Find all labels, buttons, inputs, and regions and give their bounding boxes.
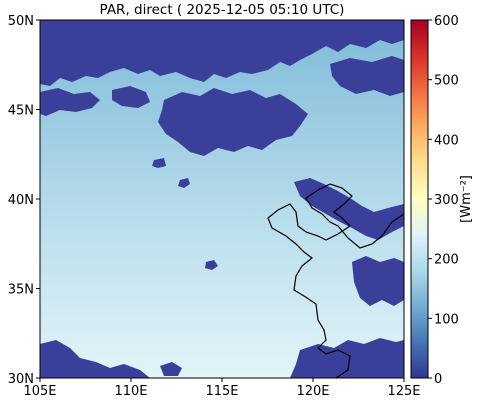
colorbar-label: [Wm⁻²] — [459, 175, 474, 223]
cloud-patch-small-1 — [205, 260, 218, 270]
page-title: PAR, direct ( 2025-12-05 05:10 UTC) — [99, 2, 345, 18]
cloud-patch-small-3 — [152, 158, 166, 168]
coastline — [267, 183, 404, 378]
colorbar-tick-label: 300 — [434, 193, 459, 208]
colorbar-tick-label: 100 — [434, 312, 459, 327]
x-tick-label: 120E — [296, 384, 329, 399]
x-axis: 105E 110E 115E 120E 125E — [23, 378, 421, 399]
cloud-patch-south-small — [160, 362, 182, 376]
y-axis: 30N 35N 40N 45N 50N — [8, 14, 40, 387]
colorbar-tick-label: 600 — [434, 14, 459, 29]
cloud-region-bohai — [294, 178, 404, 240]
colorbar-tick-label: 400 — [434, 133, 459, 148]
colorbar-gradient — [410, 19, 429, 379]
y-tick-label: 35N — [8, 283, 34, 298]
cloud-region-east-coast — [352, 256, 404, 306]
y-tick-label: 50N — [8, 14, 34, 29]
colorbar-tick-label: 500 — [434, 74, 459, 89]
cloud-region-southwest — [40, 340, 150, 378]
y-tick-label: 40N — [8, 193, 34, 208]
x-tick-label: 105E — [23, 384, 56, 399]
cloud-region-north — [40, 20, 404, 86]
colorbar-ticks: 0 100 200 300 400 500 600 — [428, 14, 459, 387]
cloud-patch-northwest — [112, 86, 150, 108]
y-tick-label: 30N — [8, 372, 34, 387]
x-tick-label: 125E — [387, 384, 420, 399]
x-tick-label: 115E — [205, 384, 238, 399]
cloud-patch-northeast — [330, 56, 404, 96]
y-tick-label: 45N — [8, 104, 34, 119]
cloud-patch-west — [40, 88, 100, 116]
colorbar-tick-label: 0 — [434, 372, 442, 387]
cloud-region-central — [158, 88, 308, 156]
colorbar-tick-label: 200 — [434, 253, 459, 268]
x-tick-label: 110E — [114, 384, 147, 399]
cloud-patch-small-2 — [178, 178, 190, 188]
